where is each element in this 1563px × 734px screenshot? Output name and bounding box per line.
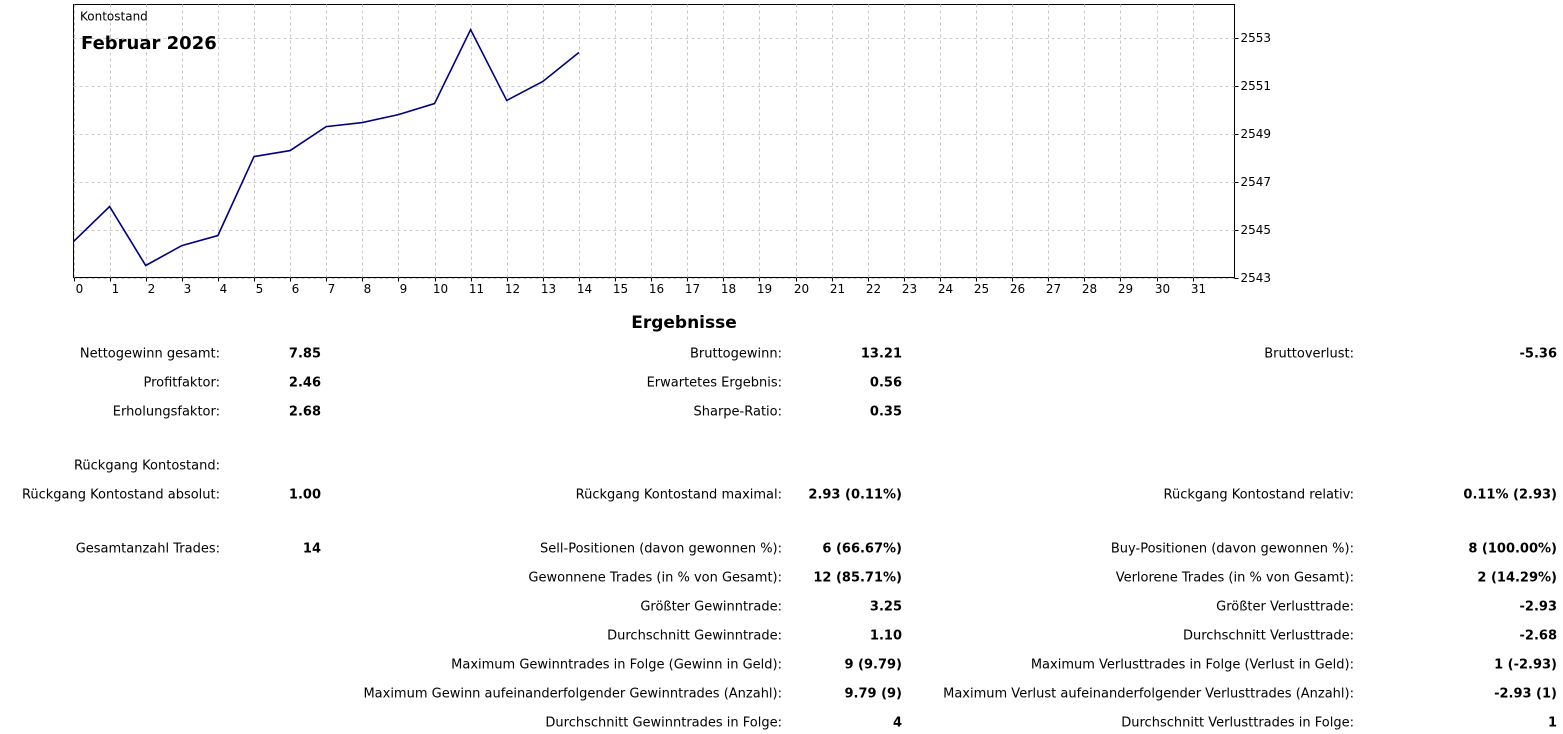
result-label: Sell-Positionen (davon gewonnen %): <box>540 542 782 557</box>
result-value: 12 (85.71%) <box>813 571 902 586</box>
result-value: 1 <box>1548 716 1557 731</box>
plot-frame <box>73 4 1235 278</box>
result-value: 1.00 <box>289 488 321 503</box>
result-value: -2.68 <box>1520 629 1557 644</box>
result-label: Maximum Verlusttrades in Folge (Verlust … <box>1031 658 1354 673</box>
result-value: 3.25 <box>870 600 902 615</box>
x-tick-label: 4 <box>220 282 228 296</box>
chart-title: Kontostand <box>80 10 148 24</box>
result-label: Durchschnitt Verlusttrades in Folge: <box>1121 716 1354 731</box>
result-label: Bruttoverlust: <box>1264 347 1354 362</box>
y-tick-label: 2549 <box>1241 127 1272 141</box>
result-label: Durchschnitt Verlusttrade: <box>1183 629 1354 644</box>
result-value: 13.21 <box>861 347 902 362</box>
result-label: Rückgang Kontostand absolut: <box>22 488 220 503</box>
results-title: Ergebnisse <box>631 313 737 333</box>
x-tick-label: 26 <box>1010 282 1025 296</box>
result-label: Durchschnitt Gewinntrades in Folge: <box>545 716 782 731</box>
result-label: Gesamtanzahl Trades: <box>76 542 220 557</box>
result-label: Nettogewinn gesamt: <box>80 347 220 362</box>
result-value: -5.36 <box>1520 347 1557 362</box>
chart-subtitle: Februar 2026 <box>81 33 217 54</box>
result-label: Erholungsfaktor: <box>113 405 220 420</box>
result-label: Bruttogewinn: <box>690 347 782 362</box>
x-tick-label: 17 <box>685 282 700 296</box>
x-tick-label: 27 <box>1046 282 1061 296</box>
result-value: 0.56 <box>870 376 902 391</box>
x-tick-label: 11 <box>469 282 484 296</box>
result-label: Profitfaktor: <box>143 376 220 391</box>
result-value: 6 (66.67%) <box>822 542 902 557</box>
result-label: Sharpe-Ratio: <box>694 405 783 420</box>
result-label: Maximum Gewinn aufeinanderfolgender Gewi… <box>363 687 782 702</box>
x-tick-label: 2 <box>148 282 156 296</box>
x-tick-label: 1 <box>112 282 120 296</box>
result-value: 8 (100.00%) <box>1468 542 1557 557</box>
x-tick-label: 28 <box>1082 282 1097 296</box>
x-tick-label: 6 <box>292 282 300 296</box>
x-tick-label: 3 <box>184 282 192 296</box>
result-label: Rückgang Kontostand relativ: <box>1164 488 1355 503</box>
x-tick-label: 0 <box>76 282 84 296</box>
result-label: Erwartetes Ergebnis: <box>647 376 782 391</box>
result-value: 2 (14.29%) <box>1477 571 1557 586</box>
x-tick-label: 20 <box>794 282 809 296</box>
result-value: 9.79 (9) <box>844 687 902 702</box>
result-label: Rückgang Kontostand maximal: <box>576 488 782 503</box>
result-label: Größter Verlusttrade: <box>1216 600 1354 615</box>
result-label: Maximum Gewinntrades in Folge (Gewinn in… <box>451 658 782 673</box>
result-value: 14 <box>303 542 321 557</box>
line-series <box>72 27 580 267</box>
result-label: Verlorene Trades (in % von Gesamt): <box>1116 571 1354 586</box>
x-tick-label: 14 <box>577 282 592 296</box>
y-tick-label: 2553 <box>1241 31 1272 45</box>
x-tick-label: 21 <box>830 282 845 296</box>
result-value: -2.93 <box>1520 600 1557 615</box>
result-label: Maximum Verlust aufeinanderfolgender Ver… <box>943 687 1354 702</box>
y-tick-label: 2545 <box>1241 223 1272 237</box>
result-value: 4 <box>893 716 902 731</box>
x-tick-label: 16 <box>649 282 664 296</box>
result-value: 1 (-2.93) <box>1494 658 1557 673</box>
result-value: 1.10 <box>870 629 902 644</box>
x-tick-label: 24 <box>938 282 953 296</box>
result-label: Buy-Positionen (davon gewonnen %): <box>1111 542 1354 557</box>
result-value: 9 (9.79) <box>844 658 902 673</box>
result-label: Größter Gewinntrade: <box>640 600 782 615</box>
result-value: 2.93 (0.11%) <box>808 488 902 503</box>
result-label: Durchschnitt Gewinntrade: <box>607 629 782 644</box>
x-tick-label: 15 <box>613 282 628 296</box>
result-value: 2.46 <box>289 376 321 391</box>
result-value: 0.11% (2.93) <box>1463 488 1557 503</box>
y-tick-label: 2543 <box>1241 271 1272 285</box>
x-tick-label: 29 <box>1118 282 1133 296</box>
y-tick-label: 2547 <box>1241 175 1272 189</box>
x-tick-label: 25 <box>974 282 989 296</box>
x-tick-label: 22 <box>866 282 881 296</box>
x-tick-label: 23 <box>902 282 917 296</box>
y-tick-label: 2551 <box>1241 79 1272 93</box>
result-value: 0.35 <box>870 405 902 420</box>
x-tick-label: 31 <box>1191 282 1206 296</box>
x-tick-label: 30 <box>1155 282 1170 296</box>
x-tick-label: 13 <box>541 282 556 296</box>
result-value: 2.68 <box>289 405 321 420</box>
x-tick-label: 8 <box>364 282 372 296</box>
result-value: 7.85 <box>289 347 321 362</box>
result-label: Rückgang Kontostand: <box>74 459 220 474</box>
x-tick-label: 19 <box>757 282 772 296</box>
x-tick-label: 12 <box>505 282 520 296</box>
x-tick-label: 9 <box>400 282 408 296</box>
result-value: -2.93 (1) <box>1494 687 1557 702</box>
x-tick-label: 5 <box>256 282 264 296</box>
x-tick-label: 7 <box>328 282 336 296</box>
result-label: Gewonnene Trades (in % von Gesamt): <box>528 571 782 586</box>
x-tick-label: 10 <box>433 282 448 296</box>
x-tick-label: 18 <box>721 282 736 296</box>
